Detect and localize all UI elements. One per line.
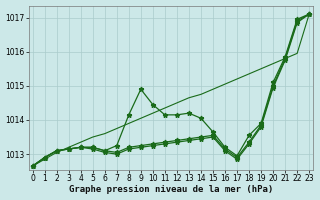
X-axis label: Graphe pression niveau de la mer (hPa): Graphe pression niveau de la mer (hPa) bbox=[69, 185, 273, 194]
